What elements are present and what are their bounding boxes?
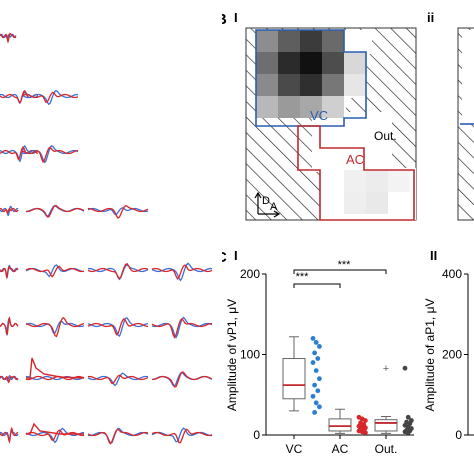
- panel-b-sub-i: I: [234, 10, 238, 25]
- data-point: [310, 393, 316, 399]
- trace-blue: [25, 427, 85, 444]
- y-tick-label-ap1: 400: [442, 267, 462, 281]
- axis-d-label: D: [262, 195, 270, 207]
- panel-c-boxplot: C I II Amplitude of vP1, μV Amplitude of…: [222, 248, 474, 456]
- x-tick-label: Out.: [375, 442, 398, 456]
- data-point: [313, 400, 319, 406]
- amplitude-heatmap: [256, 30, 410, 214]
- trace-red: [151, 428, 213, 444]
- trace-red: [21, 146, 79, 163]
- data-point: [312, 382, 317, 388]
- trace-red: [0, 426, 18, 444]
- vc-label: VC: [310, 108, 328, 123]
- trace-red: [0, 375, 19, 384]
- trace-red: [87, 204, 149, 220]
- electrode-map-vp1: VC AC Out. D A: [245, 27, 417, 221]
- trace-blue: [0, 33, 17, 40]
- sig-bracket: [293, 283, 341, 288]
- trace-blue: [151, 427, 212, 443]
- data-point: [312, 410, 317, 415]
- trace-red: [151, 264, 213, 280]
- ac-region-outline: [297, 125, 415, 221]
- electrode-map-ap1: [457, 27, 474, 221]
- data-point: [405, 430, 411, 435]
- ac-label: AC: [346, 152, 364, 167]
- data-point: [363, 430, 368, 435]
- trace-blue: [25, 320, 85, 334]
- data-point: [315, 356, 321, 361]
- trace-red: [151, 317, 213, 339]
- data-point: [317, 344, 322, 349]
- y-axis-label-vp1: Amplitude of vP1, μV: [225, 299, 239, 411]
- data-point: [312, 350, 317, 356]
- data-point: [317, 404, 322, 410]
- x-tick-label: VC: [286, 442, 303, 456]
- data-point: [363, 418, 368, 423]
- y-axis-label-ap1: Amplitude of aP1, μV: [423, 299, 437, 412]
- outlier-marker: +: [383, 363, 389, 375]
- panel-b-maps: B I ii: [222, 10, 474, 221]
- data-point: [313, 340, 319, 345]
- trace-red: [25, 429, 85, 441]
- trace-blue: [151, 371, 213, 388]
- panel-c-sub-i: I: [234, 248, 238, 263]
- box-iqr: [374, 419, 398, 432]
- box-iqr: [282, 358, 306, 400]
- y-tick-label: 0: [253, 428, 260, 442]
- trace-red: [87, 317, 149, 336]
- trace-red: [87, 262, 149, 280]
- data-point: [402, 365, 408, 371]
- trace-blue: [25, 375, 85, 381]
- trace-red: [0, 207, 19, 215]
- panel-c-letter: C: [222, 249, 227, 266]
- trace-red: [25, 204, 85, 218]
- orientation-arrows: [254, 191, 281, 218]
- sig-star-1: ***: [296, 271, 310, 283]
- out-label: Out.: [374, 129, 397, 143]
- trace-red: [87, 374, 149, 385]
- y-tick-label-ap1: 0: [455, 428, 462, 442]
- trace-blue: [151, 262, 213, 282]
- data-point: [310, 360, 316, 365]
- trace-red: [21, 91, 79, 103]
- trace-red: [0, 32, 17, 44]
- trace-red-transient: [26, 357, 85, 379]
- data-point: [310, 336, 316, 341]
- trace-blue: [151, 316, 213, 339]
- y-tick-label: 100: [240, 348, 260, 362]
- trace-blue: [87, 427, 149, 445]
- data-point: [313, 368, 319, 373]
- vc-region-outline: [255, 29, 367, 127]
- data-point: [315, 388, 321, 394]
- data-point: [405, 414, 411, 420]
- data-point: [317, 376, 322, 382]
- trace-blue: [87, 317, 149, 338]
- trace-blue: [0, 375, 19, 382]
- trace-red: [0, 265, 19, 280]
- panel-c-sub-ii: II: [430, 248, 437, 263]
- trace-red: [0, 316, 19, 335]
- panel-b-sub-ii: ii: [427, 10, 434, 25]
- trace-red: [151, 371, 213, 388]
- sig-bracket: [293, 269, 387, 274]
- trace-red-transient: [26, 422, 84, 435]
- trace-red: [87, 428, 149, 445]
- axis-a-label: A: [270, 201, 278, 213]
- trace-red: [25, 265, 85, 278]
- trace-red: [0, 146, 39, 161]
- sig-star-2: ***: [338, 259, 352, 271]
- box-iqr: [328, 418, 352, 432]
- trace-grid: [0, 32, 213, 445]
- x-tick-label: AC: [332, 442, 349, 456]
- trace-blue: [87, 207, 149, 216]
- trace-blue: [25, 205, 85, 218]
- y-tick-label: 200: [240, 267, 260, 281]
- y-tick-label-ap1: 200: [442, 348, 462, 362]
- panel-b-letter: B: [222, 11, 227, 28]
- trace-red: [25, 317, 85, 338]
